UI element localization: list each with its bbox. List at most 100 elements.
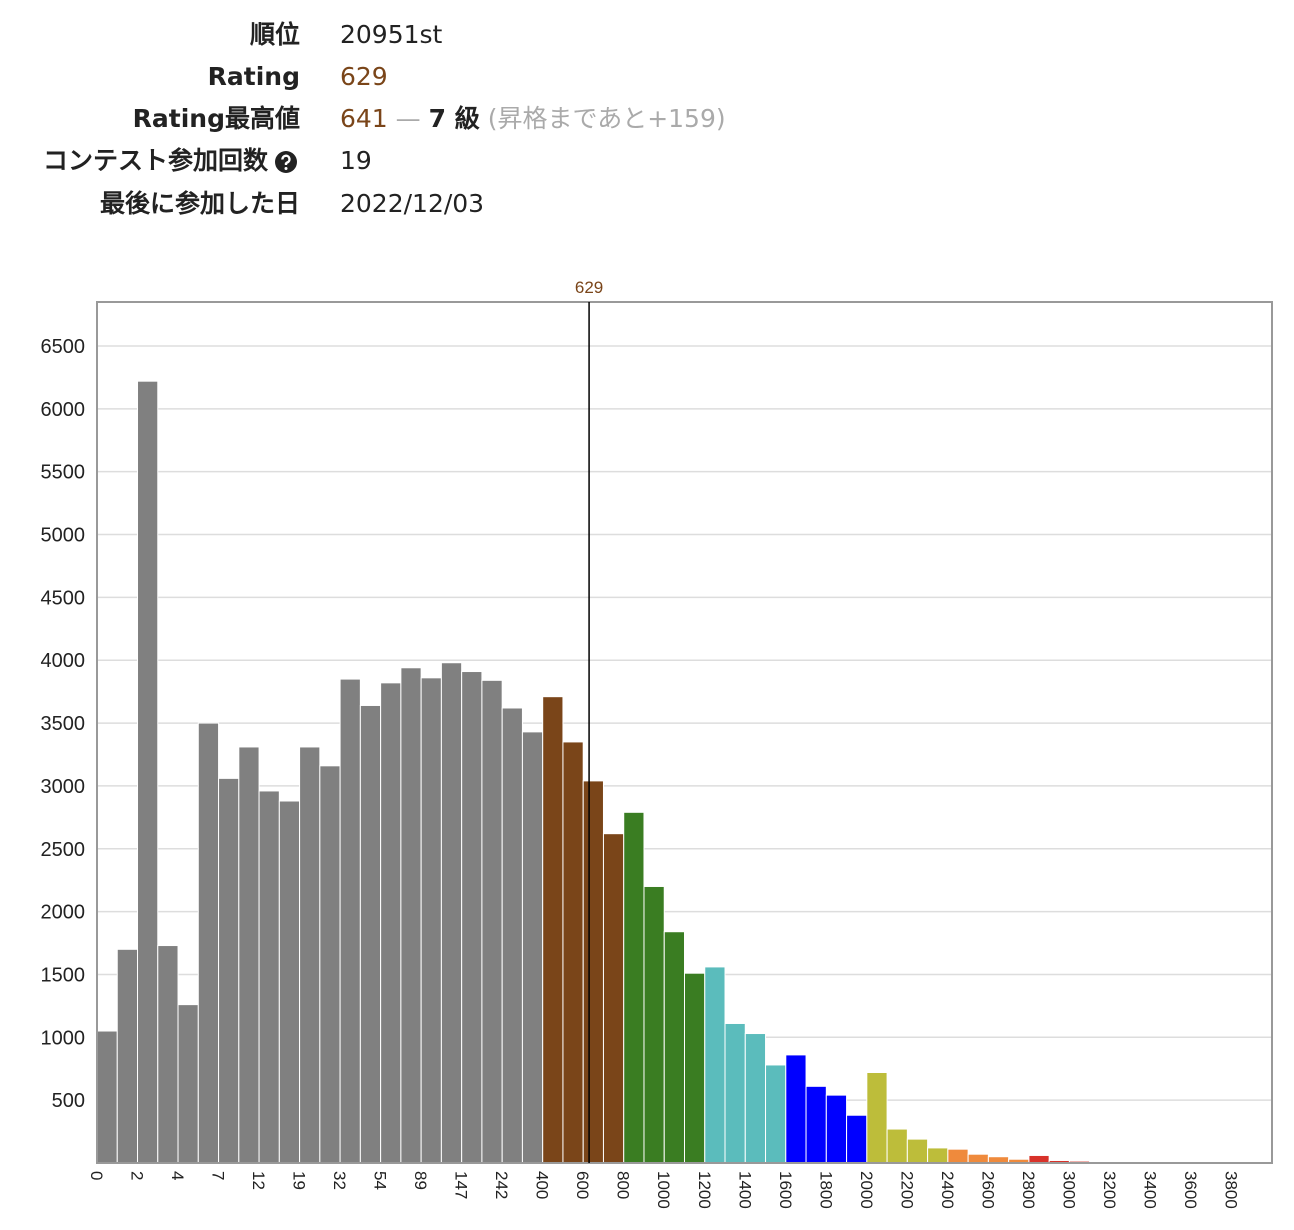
y-tick-label: 1000	[41, 1027, 86, 1049]
bar	[1028, 1154, 1050, 1164]
label: Rating	[207, 62, 300, 91]
y-tick-label: 5000	[41, 525, 86, 547]
label: Rating最高値	[132, 104, 300, 133]
x-tick-label: 54	[371, 1171, 390, 1190]
y-tick-label: 6500	[41, 336, 86, 358]
x-tick-label: 12	[249, 1171, 268, 1190]
x-tick-label: 1000	[654, 1171, 673, 1209]
x-tick-label: 3400	[1140, 1171, 1159, 1209]
bar	[562, 741, 584, 1164]
value: 19	[340, 146, 372, 175]
bar	[724, 1022, 746, 1164]
bar	[704, 966, 726, 1164]
bar	[785, 1054, 807, 1164]
bar	[947, 1148, 969, 1164]
bar	[582, 780, 604, 1164]
bar	[157, 945, 179, 1164]
y-tick-label: 2500	[41, 839, 86, 861]
value: 2022/12/03	[340, 189, 485, 218]
x-tick-label: 2600	[978, 1171, 997, 1209]
x-tick-label: 32	[330, 1171, 349, 1190]
bar	[846, 1114, 868, 1164]
bar	[299, 746, 321, 1164]
y-tick-label: 3500	[41, 713, 86, 735]
bar	[137, 380, 159, 1164]
x-tick-label: 19	[290, 1171, 309, 1190]
separator: —	[395, 104, 421, 133]
bar	[805, 1085, 827, 1164]
marker-label: 629	[575, 278, 603, 297]
label: 最後に参加した日	[99, 189, 300, 218]
x-tick-label: 2800	[1019, 1171, 1038, 1209]
y-tick-label: 500	[52, 1090, 85, 1112]
x-tick-label: 1600	[776, 1171, 795, 1209]
value: 20951st	[340, 20, 443, 49]
value-group: 641 — 7 級 (昇格まであと+159)	[340, 98, 726, 140]
bar	[218, 777, 240, 1164]
bar	[765, 1064, 787, 1164]
bar	[967, 1153, 989, 1164]
bar	[440, 662, 463, 1164]
bar	[197, 722, 220, 1164]
x-tick-label: 800	[614, 1171, 633, 1199]
bar	[319, 765, 341, 1164]
y-tick-label: 4500	[41, 587, 86, 609]
x-tick-label: 600	[573, 1171, 592, 1199]
x-tick-label: 2400	[938, 1171, 957, 1209]
x-tick-label: 0	[87, 1171, 106, 1180]
bar	[623, 811, 645, 1164]
bar	[481, 679, 503, 1164]
bar	[461, 671, 483, 1164]
x-tick-label: 3800	[1221, 1171, 1240, 1209]
x-tick-label: 3600	[1181, 1171, 1200, 1209]
x-tick-label: 2	[128, 1171, 147, 1180]
x-tick-label: 1400	[735, 1171, 754, 1209]
bar	[339, 678, 361, 1164]
bar	[400, 667, 422, 1164]
x-tick-label: 2200	[897, 1171, 916, 1209]
label: 順位	[249, 20, 300, 49]
bar	[258, 790, 280, 1164]
y-tick-label: 2000	[41, 902, 86, 924]
x-tick-label: 3200	[1100, 1171, 1119, 1209]
note: (昇格まであと+159)	[487, 104, 726, 133]
y-tick-label: 1500	[41, 964, 86, 986]
rank: 7 級	[428, 104, 480, 133]
bar	[501, 707, 523, 1164]
plot-border	[96, 301, 1273, 1164]
bar	[521, 731, 544, 1164]
y-tick-label: 6000	[41, 399, 86, 421]
bar	[825, 1094, 848, 1164]
y-tick-label: 3000	[41, 776, 86, 798]
bar	[278, 800, 301, 1164]
label: コンテスト参加回数	[42, 146, 268, 175]
y-tick-label: 4000	[41, 650, 86, 672]
bar	[927, 1147, 949, 1164]
value: 641	[340, 104, 388, 133]
x-tick-label: 400	[533, 1171, 552, 1199]
x-tick-label: 1800	[816, 1171, 835, 1209]
bar	[602, 833, 625, 1164]
bar	[886, 1128, 908, 1164]
x-tick-label: 4	[168, 1171, 187, 1180]
bar	[663, 931, 686, 1164]
bar	[906, 1138, 929, 1164]
x-tick-label: 2000	[857, 1171, 876, 1209]
help-icon[interactable]	[274, 150, 298, 174]
x-tick-label: 1200	[695, 1171, 714, 1209]
x-tick-label: 89	[411, 1171, 430, 1190]
y-tick-label: 5500	[41, 462, 86, 484]
bar	[96, 1030, 118, 1164]
bar	[177, 1004, 199, 1164]
x-tick-label: 242	[492, 1171, 511, 1199]
bar	[238, 746, 260, 1164]
bar	[684, 972, 706, 1164]
bar	[643, 885, 665, 1164]
bar	[116, 948, 139, 1164]
bar	[866, 1072, 888, 1164]
x-tick-label: 147	[452, 1171, 471, 1199]
x-tick-label: 3000	[1059, 1171, 1078, 1209]
bar	[542, 696, 564, 1164]
